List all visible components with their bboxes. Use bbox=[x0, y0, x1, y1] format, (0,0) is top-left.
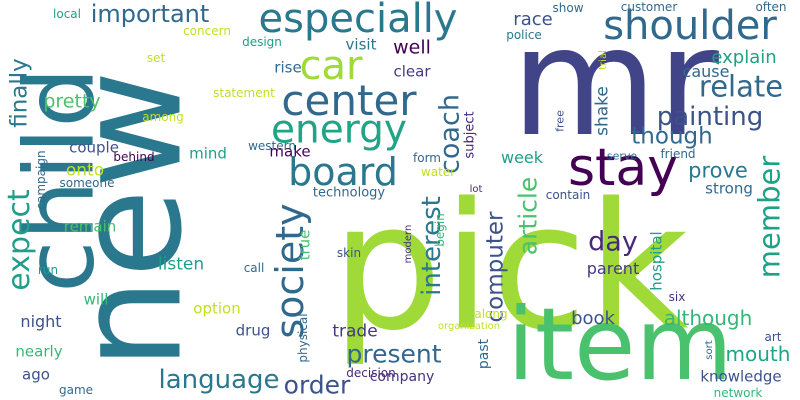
word-decision: decision bbox=[346, 366, 396, 380]
word-behind: behind bbox=[113, 150, 155, 164]
word-contain: contain bbox=[545, 188, 591, 202]
word-day: day bbox=[588, 226, 638, 258]
word-expect: expect bbox=[2, 189, 37, 291]
word-western: western bbox=[248, 139, 296, 153]
word-past: past bbox=[476, 338, 492, 370]
word-onto: onto bbox=[65, 160, 105, 181]
word-computer: computer bbox=[482, 211, 509, 323]
word-technology: technology bbox=[312, 185, 386, 201]
word-clear: clear bbox=[393, 62, 431, 81]
word-well: well bbox=[393, 36, 431, 59]
word-lot: lot bbox=[469, 184, 483, 195]
word-begin: begin bbox=[433, 213, 447, 247]
word-often: often bbox=[755, 0, 787, 14]
word-police: police bbox=[506, 28, 542, 42]
word-order: order bbox=[283, 370, 351, 400]
word-finally: finally bbox=[6, 58, 33, 128]
word-statement: statement bbox=[213, 86, 275, 100]
word-among: among bbox=[142, 110, 184, 124]
word-knowledge: knowledge bbox=[700, 367, 782, 386]
word-shake: shake bbox=[592, 86, 613, 136]
word-subject: subject bbox=[462, 111, 478, 159]
word-local: local bbox=[53, 7, 81, 21]
word-car: car bbox=[299, 43, 363, 89]
word-although: although bbox=[663, 306, 753, 330]
word-parent: parent bbox=[586, 259, 640, 278]
word-sort: sort bbox=[704, 340, 715, 360]
word-though: though bbox=[631, 123, 713, 150]
word-relate: relate bbox=[698, 69, 784, 104]
word-center: center bbox=[281, 76, 417, 125]
word-pretty: pretty bbox=[43, 90, 101, 113]
word-concern: concern bbox=[183, 24, 231, 38]
word-company: company bbox=[369, 369, 435, 385]
word-six: six bbox=[668, 290, 686, 304]
word-customer: customer bbox=[620, 0, 678, 14]
word-item: item bbox=[507, 286, 733, 400]
word-energy: energy bbox=[271, 107, 407, 153]
word-form: form bbox=[413, 151, 441, 165]
word-book: book bbox=[571, 308, 615, 329]
word-hospital: hospital bbox=[647, 231, 666, 291]
word-visit: visit bbox=[345, 35, 377, 54]
word-board: board bbox=[288, 150, 398, 194]
word-will: will bbox=[83, 290, 109, 309]
word-organization: organization bbox=[437, 321, 501, 332]
word-member: member bbox=[752, 155, 787, 279]
word-mouth: mouth bbox=[725, 342, 791, 366]
word-network: network bbox=[713, 386, 763, 400]
word-physical: physical bbox=[296, 313, 310, 363]
word-shoulder: shoulder bbox=[603, 3, 777, 49]
word-mind: mind bbox=[189, 144, 227, 163]
word-language: language bbox=[158, 365, 280, 395]
word-important: important bbox=[90, 0, 210, 28]
word-especially: especially bbox=[258, 0, 458, 42]
word-race: race bbox=[513, 9, 553, 30]
word-stay: stay bbox=[567, 138, 679, 198]
word-trade: trade bbox=[332, 321, 378, 342]
word-along: along bbox=[474, 307, 508, 321]
word-ago: ago bbox=[22, 365, 50, 384]
word-cause: cause bbox=[682, 62, 730, 81]
word-strong: strong bbox=[705, 179, 753, 198]
word-rise: rise bbox=[274, 58, 302, 77]
word-remain: remain bbox=[63, 217, 117, 236]
word-drug: drug bbox=[235, 321, 271, 340]
word-couple: couple bbox=[69, 138, 119, 157]
word-set: set bbox=[146, 51, 166, 65]
word-mr: mr bbox=[511, 0, 719, 170]
word-run: run bbox=[37, 263, 59, 277]
word-game: game bbox=[58, 383, 94, 397]
word-serve: serve bbox=[606, 149, 638, 163]
word-present: present bbox=[346, 339, 442, 369]
word-art: art bbox=[764, 330, 782, 344]
word-make: make bbox=[269, 142, 311, 161]
word-pick: pick bbox=[331, 166, 689, 370]
word-true: true bbox=[295, 229, 314, 261]
word-modern: modern bbox=[403, 224, 414, 264]
word-friend: friend bbox=[660, 147, 696, 161]
word-article: article bbox=[513, 176, 543, 256]
word-listen: listen bbox=[157, 254, 205, 275]
word-week: week bbox=[500, 148, 544, 167]
word-night: night bbox=[20, 312, 62, 331]
word-explain: explain bbox=[711, 47, 777, 68]
word-someone: someone bbox=[59, 176, 115, 190]
word-campaign: campaign bbox=[34, 150, 48, 210]
word-nearly: nearly bbox=[15, 342, 63, 361]
word-free: free bbox=[553, 110, 567, 132]
word-option: option bbox=[193, 299, 241, 318]
word-trial: trial bbox=[598, 50, 609, 70]
word-skin: skin bbox=[336, 246, 362, 260]
word-prove: prove bbox=[688, 158, 748, 183]
word-painting: painting bbox=[656, 102, 764, 132]
word-design: design bbox=[242, 35, 282, 49]
word-water: water bbox=[420, 165, 456, 179]
word-call: call bbox=[243, 261, 265, 275]
word-show: show bbox=[552, 1, 584, 15]
